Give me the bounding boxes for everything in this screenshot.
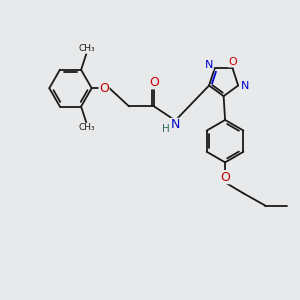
Text: N: N: [241, 80, 249, 91]
Text: CH₃: CH₃: [78, 44, 95, 53]
Text: N: N: [205, 61, 213, 70]
Text: CH₃: CH₃: [78, 123, 95, 132]
Text: O: O: [149, 76, 159, 89]
Text: O: O: [220, 171, 230, 184]
Text: O: O: [228, 57, 237, 67]
Text: N: N: [171, 118, 180, 131]
Text: H: H: [162, 124, 170, 134]
Text: O: O: [99, 82, 109, 95]
